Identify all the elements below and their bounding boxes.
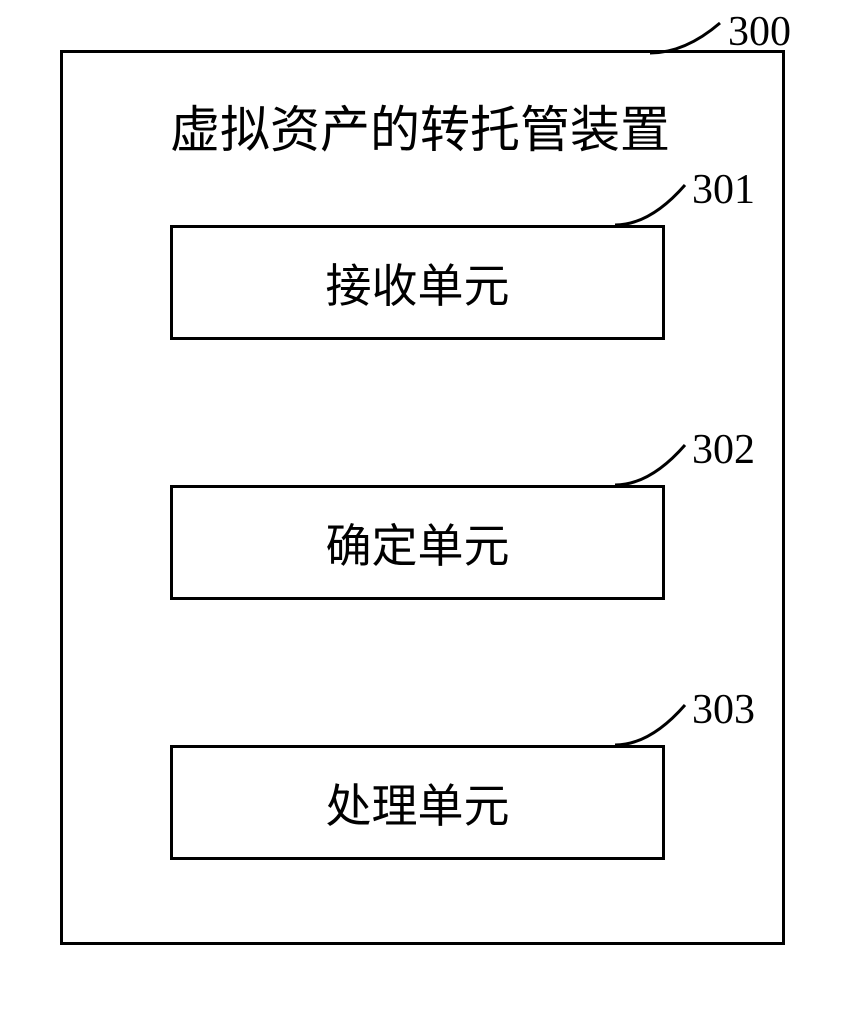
- unit-ref-1: 302: [692, 426, 755, 474]
- unit-ref-0: 301: [692, 166, 755, 214]
- diagram-title: 虚拟资产的转托管装置: [115, 90, 725, 162]
- unit-label-2: 处理单元: [326, 770, 510, 836]
- outer-ref-label: 300: [728, 8, 791, 56]
- unit-box-0: 接收单元: [170, 225, 665, 340]
- unit-box-2: 处理单元: [170, 745, 665, 860]
- outer-leader-line: [645, 18, 725, 58]
- unit-leader-2: [610, 700, 690, 750]
- unit-leader-0: [610, 180, 690, 230]
- unit-label-1: 确定单元: [326, 510, 510, 576]
- unit-ref-2: 303: [692, 686, 755, 734]
- unit-leader-1: [610, 440, 690, 490]
- unit-box-1: 确定单元: [170, 485, 665, 600]
- unit-label-0: 接收单元: [326, 250, 510, 316]
